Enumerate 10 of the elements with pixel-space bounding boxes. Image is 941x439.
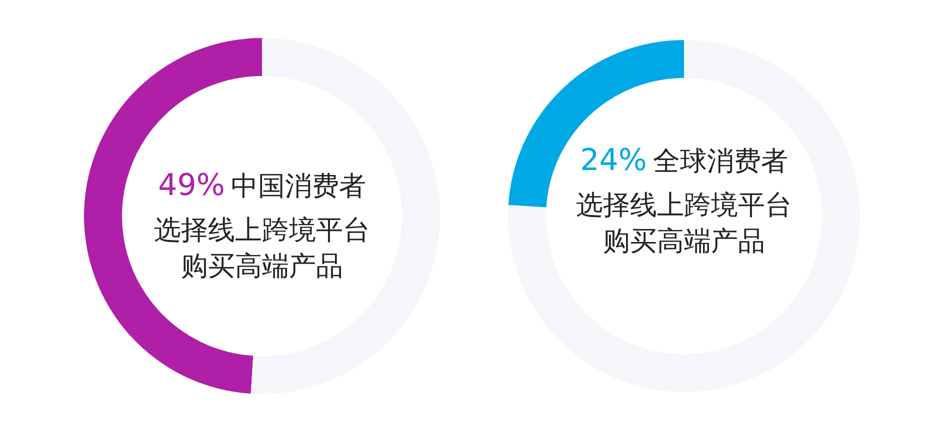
- slice-label: 中国消费者: [230, 171, 366, 202]
- data-label: 49%: [158, 168, 225, 203]
- data-label: 24%: [580, 143, 647, 178]
- donut-slice: [508, 40, 860, 392]
- text: 购买高端产品: [603, 226, 765, 257]
- slice-label: 全球消费者: [652, 146, 788, 177]
- text: 选择线上跨境平台: [576, 190, 792, 221]
- text: 购买高端产品: [181, 251, 343, 282]
- text: 选择线上跨境平台: [154, 215, 370, 246]
- donut-slice: [84, 38, 262, 394]
